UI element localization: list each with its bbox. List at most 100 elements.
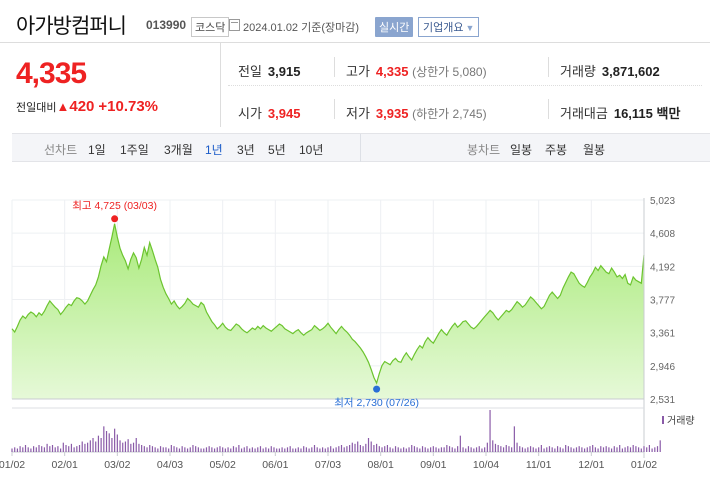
period-1y[interactable]: 1년	[205, 143, 223, 157]
volume-bar	[516, 442, 518, 452]
period-10y[interactable]: 10년	[299, 143, 324, 157]
volume-bar	[583, 448, 586, 452]
volume-bar	[305, 447, 307, 452]
period-5y[interactable]: 5년	[268, 143, 286, 157]
volume-bar	[105, 431, 108, 452]
volume-bar	[232, 446, 235, 452]
volume-bar	[567, 446, 569, 452]
period-3m[interactable]: 3개월	[164, 143, 193, 157]
volume-bar	[65, 445, 67, 452]
volume-bar	[481, 448, 483, 452]
volume-bar	[149, 445, 151, 452]
volume-bar	[486, 442, 488, 452]
volume-bar	[546, 447, 548, 452]
low-cell: 저가 3,935 (하한가 2,745)	[346, 103, 487, 122]
upper-limit: (상한가 5,080)	[412, 65, 487, 79]
volume-bar	[586, 447, 588, 452]
up-triangle-icon: ▲	[56, 99, 70, 114]
volume-bar	[335, 447, 337, 452]
volume-bar	[397, 447, 399, 452]
volume-bar	[435, 447, 437, 452]
volume-bar	[286, 447, 289, 452]
volume-bar	[554, 448, 556, 452]
x-tick-label: 09/01	[420, 459, 446, 471]
stock-header: 아가방컴퍼니 013990 코스닥 2024.01.02 기준(장마감) 실시간…	[0, 0, 710, 40]
current-price: 4,335	[16, 57, 87, 90]
volume-bar	[205, 447, 208, 452]
volume-value: 3,871,602	[601, 64, 660, 79]
volume-bar	[470, 447, 472, 452]
volume-bar	[600, 446, 602, 452]
volume-bar	[465, 448, 467, 452]
volume-bar	[519, 446, 521, 452]
volume-bar	[135, 438, 137, 452]
volume-bar	[308, 448, 310, 452]
volume-bar	[276, 448, 278, 452]
period-1d[interactable]: 1일	[88, 143, 106, 157]
volume-bar	[127, 439, 129, 452]
volume-bar	[143, 446, 145, 452]
volume-bar	[157, 448, 159, 452]
y-tick-label: 3,361	[650, 329, 675, 340]
volume-bar	[610, 448, 613, 452]
y-tick-label: 2,946	[650, 362, 675, 373]
y-tick-label: 5,023	[650, 196, 675, 207]
volume-bar	[278, 448, 280, 452]
x-tick-label: 04/03	[157, 459, 183, 471]
volume-bar	[43, 447, 46, 452]
volume-bar	[200, 448, 202, 452]
x-tick-label: 06/01	[262, 459, 288, 471]
volume-bar	[178, 448, 181, 452]
volume-bar	[351, 442, 353, 452]
row-divider	[228, 85, 702, 86]
x-tick-label: 01/02	[631, 459, 657, 471]
volume-bar	[89, 440, 91, 452]
price-summary: 4,335 전일대비▲420 +10.73%	[12, 43, 220, 127]
volume-bar	[654, 447, 656, 452]
open-value: 3,945	[267, 106, 301, 121]
volume-bar	[146, 447, 148, 452]
volume-bar	[608, 447, 610, 452]
company-overview-button[interactable]: 기업개요 ▼	[418, 17, 480, 37]
volume-bar	[132, 442, 135, 452]
volume-bar	[497, 445, 499, 452]
volume-bar	[313, 445, 316, 452]
volume-bar	[540, 445, 542, 452]
prev-close-label: 전일	[238, 64, 262, 79]
volume-bar	[321, 447, 324, 452]
volume-bar	[103, 426, 105, 452]
line-chart-label: 선차트	[44, 143, 78, 157]
high-marker	[111, 215, 119, 223]
volume-bar	[573, 448, 575, 452]
period-3y[interactable]: 3년	[237, 143, 255, 157]
volume-bar	[543, 448, 545, 452]
candle-weekly[interactable]: 주봉	[545, 143, 568, 157]
volume-bar	[292, 448, 294, 452]
cell-divider	[334, 57, 335, 77]
y-tick-label: 4,608	[650, 229, 675, 240]
chart-period-bar: 선차트 1일 1주일 3개월 1년 3년 5년 10년 봉차트 일봉 주봉 월봉	[12, 133, 710, 162]
volume-bar	[294, 448, 297, 452]
volume-bar	[151, 446, 154, 452]
volume-bar	[373, 445, 375, 452]
bar-separator	[360, 134, 361, 162]
candle-daily[interactable]: 일봉	[510, 143, 533, 157]
price-area	[12, 223, 644, 399]
volume-bar	[475, 447, 478, 452]
volume-bar	[111, 438, 113, 452]
realtime-button[interactable]: 실시간	[375, 17, 414, 37]
x-tick-label: 02/01	[52, 459, 78, 471]
volume-bar	[81, 441, 83, 452]
candle-monthly[interactable]: 월봉	[583, 143, 606, 157]
overview-label: 기업개요	[423, 22, 464, 34]
volume-bar	[230, 448, 232, 452]
volume-bar	[443, 447, 445, 452]
volume-bar	[635, 446, 637, 452]
volume-bar	[524, 448, 526, 452]
price-chart[interactable]: 5,023 4,608 4,192 3,777 3,361 2,946 2,531 최고 4,…	[0, 170, 710, 491]
volume-bar	[46, 443, 48, 452]
volume-bar	[365, 443, 367, 452]
period-1w[interactable]: 1주일	[120, 143, 149, 157]
volume-bar	[605, 446, 607, 452]
volume-bar	[659, 440, 661, 452]
